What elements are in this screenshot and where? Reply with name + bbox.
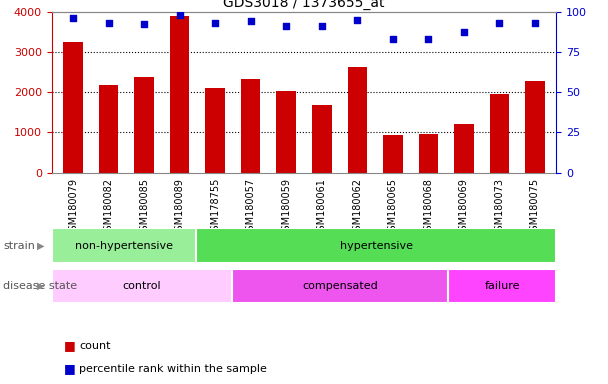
Bar [98, 85, 119, 173]
Bar [170, 15, 189, 173]
Point [174, 12, 184, 18]
Point [210, 20, 220, 26]
Text: compensated: compensated [302, 281, 378, 291]
Point [353, 17, 362, 23]
Text: failure: failure [485, 281, 520, 291]
Text: strain: strain [3, 241, 35, 251]
Bar [454, 124, 474, 173]
Text: non-hypertensive: non-hypertensive [75, 241, 173, 251]
Text: ▶: ▶ [37, 241, 44, 251]
Bar [196, 228, 556, 263]
Bar [52, 269, 232, 303]
Point [104, 20, 114, 26]
Bar [63, 42, 83, 173]
Text: hypertensive: hypertensive [340, 241, 413, 251]
Bar [383, 135, 402, 173]
Point [530, 20, 540, 26]
Text: disease state: disease state [3, 281, 77, 291]
Bar [277, 91, 296, 173]
Bar [312, 106, 331, 173]
Point [459, 30, 469, 36]
Point [494, 20, 504, 26]
Point [388, 36, 398, 42]
Bar [134, 77, 154, 173]
Bar [232, 269, 448, 303]
Text: ▶: ▶ [37, 281, 44, 291]
Point [424, 36, 434, 42]
Point [246, 18, 255, 24]
Bar [525, 81, 545, 173]
Text: ■: ■ [64, 339, 75, 352]
Bar [52, 228, 196, 263]
Bar [348, 67, 367, 173]
Point [139, 22, 149, 28]
Text: control: control [122, 281, 161, 291]
Bar [419, 134, 438, 173]
Title: GDS3018 / 1373655_at: GDS3018 / 1373655_at [223, 0, 385, 10]
Text: percentile rank within the sample: percentile rank within the sample [79, 364, 267, 374]
Point [68, 15, 78, 21]
Text: count: count [79, 341, 111, 351]
Text: ■: ■ [64, 362, 75, 375]
Bar [448, 269, 556, 303]
Bar [489, 94, 510, 173]
Bar [206, 88, 225, 173]
Point [282, 23, 291, 29]
Point [317, 23, 326, 29]
Bar [241, 79, 260, 173]
